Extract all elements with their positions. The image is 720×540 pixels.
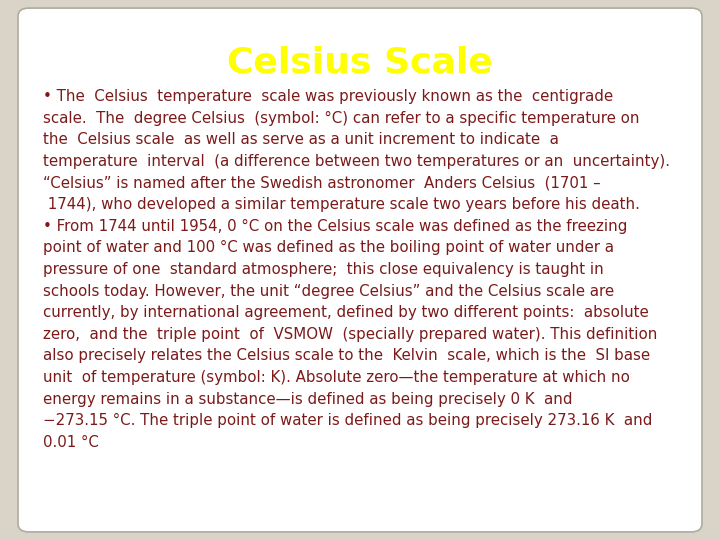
Text: • The  Celsius  temperature  scale was previously known as the  centigrade
scale: • The Celsius temperature scale was prev… [43,89,670,450]
FancyBboxPatch shape [18,8,702,532]
Text: Celsius Scale: Celsius Scale [227,46,493,80]
